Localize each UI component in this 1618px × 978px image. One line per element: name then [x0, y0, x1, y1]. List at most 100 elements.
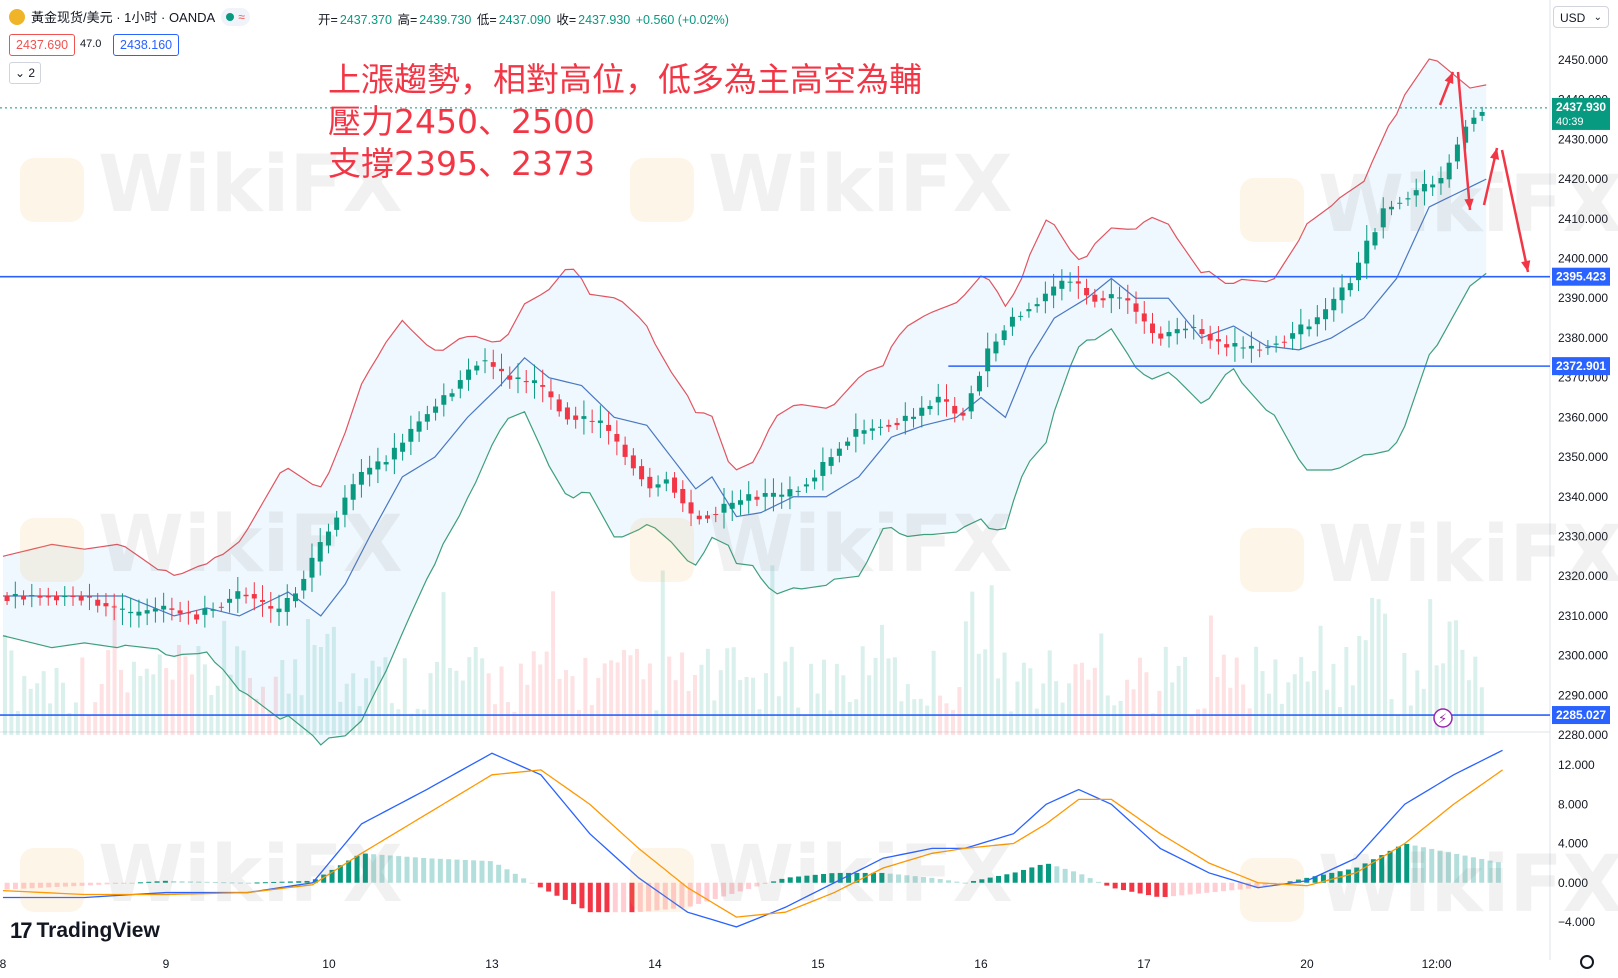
- candle-body: [960, 412, 966, 416]
- volume-bar: [538, 664, 543, 735]
- candle-body: [119, 608, 125, 610]
- macd-histogram-bar: [596, 882, 602, 913]
- price-tick-label: 2340.000: [1558, 490, 1608, 504]
- candle-body: [647, 476, 653, 489]
- candle-body: [1042, 293, 1048, 302]
- candle-body: [911, 416, 917, 419]
- candle-body: [919, 407, 925, 416]
- volume-bar: [28, 688, 33, 735]
- volume-bar: [1299, 657, 1304, 735]
- tradingview-brand[interactable]: 17 TradingView: [10, 918, 160, 944]
- macd-histogram-bar: [946, 880, 952, 883]
- macd-histogram-bar: [21, 882, 27, 889]
- candle-body: [1191, 327, 1197, 329]
- candle-body: [29, 595, 35, 597]
- volume-bar: [499, 666, 504, 735]
- volume-bar: [828, 710, 833, 735]
- volume-bar: [1067, 683, 1072, 735]
- candle-body: [1471, 117, 1477, 124]
- volume-bar: [847, 702, 852, 735]
- macd-histogram-bar: [179, 881, 185, 883]
- candle-body: [1108, 294, 1114, 299]
- candle-body: [194, 614, 200, 620]
- macd-histogram-bar: [29, 882, 35, 889]
- bollinger-upper: [2, 58, 1487, 577]
- volume-bar: [1312, 670, 1317, 735]
- candle-body: [152, 608, 158, 612]
- symbol-title[interactable]: 黃金现货/美元 · 1小时 · OANDA: [31, 10, 216, 25]
- volume-bar: [480, 658, 485, 735]
- collapse-indicators-button[interactable]: ⌄ 2: [9, 62, 41, 84]
- symbol-header[interactable]: 黃金现货/美元 · 1小时 · OANDA ≈: [9, 7, 250, 26]
- candle-body: [606, 424, 612, 431]
- close-value: 2437.930: [578, 13, 631, 27]
- time-tick-label: 10: [322, 957, 336, 971]
- macd-histogram-bar: [1145, 882, 1151, 896]
- macd-histogram-bar: [1395, 846, 1401, 883]
- volume-bar: [170, 679, 175, 735]
- volume-bar: [505, 702, 510, 735]
- macd-histogram-bar: [1320, 874, 1326, 883]
- macd-histogram-bar: [1237, 882, 1243, 890]
- volume-bar: [564, 670, 569, 735]
- macd-histogram-bar: [962, 882, 968, 884]
- candle-body: [111, 606, 117, 608]
- candle-body: [482, 360, 488, 362]
- time-tick-label: 15: [811, 957, 825, 971]
- macd-histogram-bar: [887, 873, 893, 883]
- candle-body: [828, 457, 834, 466]
- macd-histogram-bar: [1029, 867, 1035, 883]
- sell-button[interactable]: 2437.690: [9, 34, 76, 56]
- volume-bar: [364, 678, 369, 735]
- volume-bar: [551, 591, 556, 735]
- currency-select[interactable]: USD ⌄: [1553, 6, 1609, 28]
- chevron-down-icon: ⌄: [1593, 12, 1602, 23]
- candle-body: [861, 430, 867, 434]
- macd-histogram-bar: [1279, 882, 1285, 884]
- volume-bar: [880, 624, 885, 735]
- buy-button[interactable]: 2438.160: [113, 34, 180, 56]
- macd-histogram-bar: [1046, 863, 1052, 883]
- volume-bar: [235, 646, 240, 735]
- arrow-head: [1489, 148, 1500, 160]
- candle-body: [993, 341, 999, 354]
- macd-histogram-bar: [821, 874, 827, 883]
- hline-price-label: 2372.901: [1556, 359, 1606, 373]
- macd-histogram-bar: [1437, 850, 1443, 883]
- volume-bar: [725, 648, 730, 735]
- macd-histogram-bar: [1120, 882, 1126, 891]
- volume-bar: [1221, 654, 1226, 735]
- volume-bar: [151, 674, 156, 735]
- price-tick-label: 2380.000: [1558, 331, 1608, 345]
- gold-icon: [9, 8, 25, 25]
- macd-histogram-bar: [1370, 859, 1376, 883]
- candle-body: [1199, 329, 1205, 334]
- macd-histogram-bar: [1062, 868, 1068, 883]
- volume-bar: [1047, 650, 1052, 735]
- time-tick-label: 8: [0, 957, 7, 971]
- current-price-tag: [1552, 97, 1610, 130]
- signal-line: [2, 769, 1503, 918]
- volume-bar: [1015, 681, 1020, 735]
- candle-body: [614, 434, 620, 442]
- candle-body: [161, 605, 167, 610]
- annotation-resistance: 壓力2450、2500: [328, 102, 595, 141]
- candle-body: [1100, 298, 1106, 301]
- candle-body: [1051, 286, 1057, 296]
- candle-body: [746, 494, 752, 501]
- settings-icon[interactable]: [1580, 955, 1594, 969]
- macd-histogram-bar: [971, 880, 977, 883]
- volume-bar: [886, 658, 891, 735]
- macd-histogram-bar: [1445, 852, 1451, 883]
- market-status[interactable]: ≈: [221, 7, 250, 26]
- volume-bar: [125, 692, 130, 735]
- macd-histogram-bar: [79, 882, 85, 886]
- volume-bar: [834, 663, 839, 735]
- macd-histogram-bar: [621, 882, 627, 913]
- candle-body: [325, 531, 331, 546]
- macd-line: [2, 749, 1503, 928]
- macd-histogram-bar: [171, 880, 177, 883]
- volume-bar: [1241, 684, 1246, 735]
- macd-histogram-bar: [454, 859, 460, 883]
